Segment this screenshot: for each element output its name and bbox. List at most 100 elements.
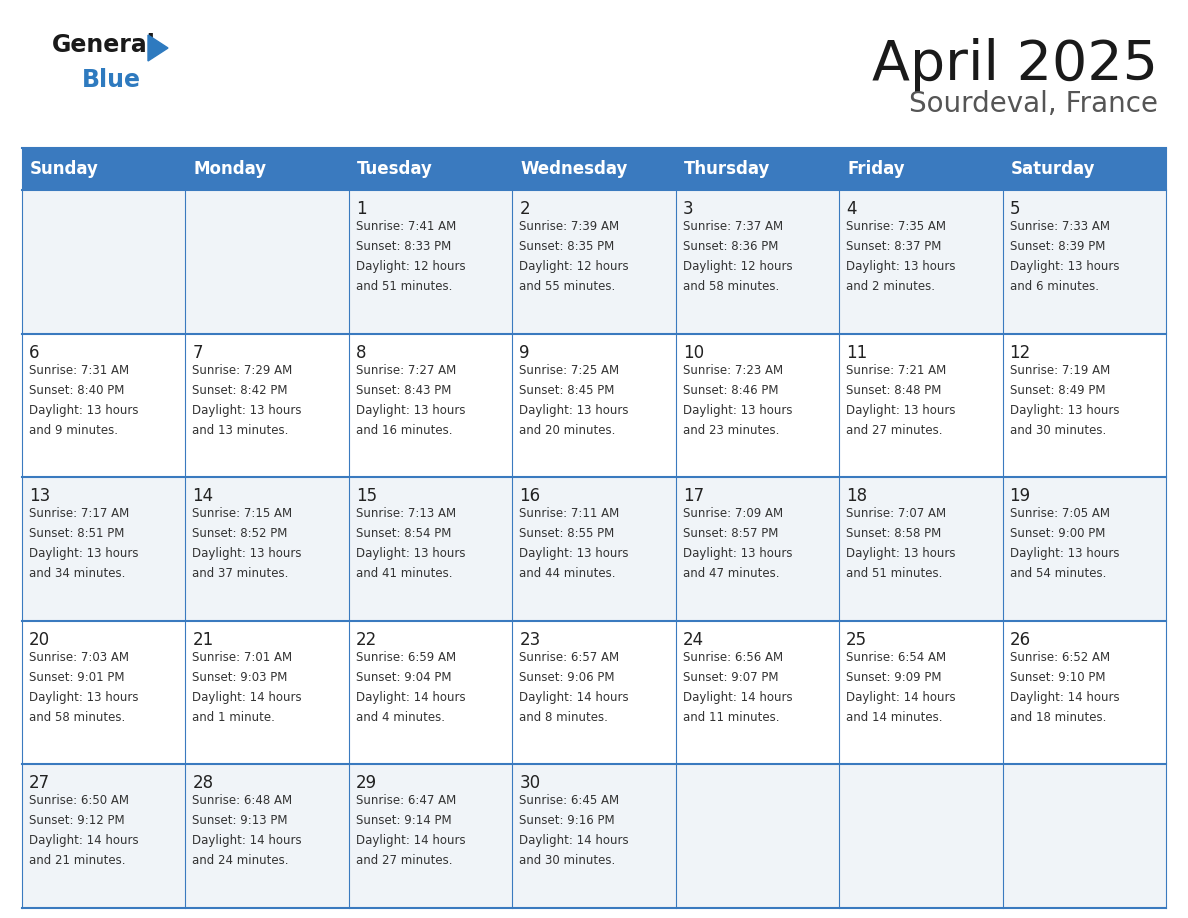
Text: Daylight: 13 hours: Daylight: 13 hours bbox=[192, 404, 302, 417]
Bar bbox=[185, 765, 349, 908]
Text: 28: 28 bbox=[192, 775, 214, 792]
Text: Sunrise: 7:21 AM: Sunrise: 7:21 AM bbox=[846, 364, 947, 376]
Text: and 8 minutes.: and 8 minutes. bbox=[519, 711, 608, 723]
Bar bbox=[839, 765, 1003, 908]
Text: Sunrise: 7:33 AM: Sunrise: 7:33 AM bbox=[1010, 220, 1110, 233]
Text: 27: 27 bbox=[29, 775, 50, 792]
Text: Daylight: 13 hours: Daylight: 13 hours bbox=[519, 547, 628, 560]
Text: 26: 26 bbox=[1010, 631, 1031, 649]
Bar bbox=[676, 190, 839, 333]
Text: Sunrise: 6:47 AM: Sunrise: 6:47 AM bbox=[356, 794, 456, 808]
Text: 14: 14 bbox=[192, 487, 214, 505]
Text: Sunset: 9:03 PM: Sunset: 9:03 PM bbox=[192, 671, 287, 684]
Text: Sunrise: 6:50 AM: Sunrise: 6:50 AM bbox=[29, 794, 129, 808]
Text: Sunrise: 7:03 AM: Sunrise: 7:03 AM bbox=[29, 651, 129, 664]
Text: 18: 18 bbox=[846, 487, 867, 505]
Text: and 41 minutes.: and 41 minutes. bbox=[356, 567, 453, 580]
Bar bbox=[839, 333, 1003, 477]
Text: and 55 minutes.: and 55 minutes. bbox=[519, 280, 615, 293]
Bar bbox=[512, 621, 676, 765]
Text: Daylight: 13 hours: Daylight: 13 hours bbox=[29, 547, 139, 560]
Bar bbox=[676, 333, 839, 477]
Text: and 51 minutes.: and 51 minutes. bbox=[356, 280, 453, 293]
Bar bbox=[512, 148, 676, 190]
Text: Daylight: 13 hours: Daylight: 13 hours bbox=[29, 691, 139, 704]
Text: Daylight: 13 hours: Daylight: 13 hours bbox=[356, 404, 466, 417]
Bar bbox=[185, 190, 349, 333]
Text: 21: 21 bbox=[192, 631, 214, 649]
Text: Daylight: 13 hours: Daylight: 13 hours bbox=[683, 547, 792, 560]
Text: and 23 minutes.: and 23 minutes. bbox=[683, 423, 779, 437]
Bar bbox=[349, 148, 512, 190]
Bar bbox=[1003, 621, 1165, 765]
Text: Sunset: 8:36 PM: Sunset: 8:36 PM bbox=[683, 240, 778, 253]
Text: and 9 minutes.: and 9 minutes. bbox=[29, 423, 118, 437]
Text: 4: 4 bbox=[846, 200, 857, 218]
Bar bbox=[512, 477, 676, 621]
Text: Sunset: 8:48 PM: Sunset: 8:48 PM bbox=[846, 384, 942, 397]
Bar bbox=[349, 190, 512, 333]
Text: Daylight: 14 hours: Daylight: 14 hours bbox=[683, 691, 792, 704]
Bar bbox=[349, 765, 512, 908]
Text: Sunrise: 6:54 AM: Sunrise: 6:54 AM bbox=[846, 651, 947, 664]
Text: 19: 19 bbox=[1010, 487, 1031, 505]
Text: and 27 minutes.: and 27 minutes. bbox=[356, 855, 453, 868]
Text: and 37 minutes.: and 37 minutes. bbox=[192, 567, 289, 580]
Text: Daylight: 13 hours: Daylight: 13 hours bbox=[846, 260, 955, 273]
Text: Daylight: 14 hours: Daylight: 14 hours bbox=[1010, 691, 1119, 704]
Text: 20: 20 bbox=[29, 631, 50, 649]
Text: and 4 minutes.: and 4 minutes. bbox=[356, 711, 444, 723]
Text: Sunset: 8:45 PM: Sunset: 8:45 PM bbox=[519, 384, 614, 397]
Text: Sunrise: 6:59 AM: Sunrise: 6:59 AM bbox=[356, 651, 456, 664]
Text: Sunrise: 7:01 AM: Sunrise: 7:01 AM bbox=[192, 651, 292, 664]
Text: 11: 11 bbox=[846, 343, 867, 362]
Text: Sunrise: 7:17 AM: Sunrise: 7:17 AM bbox=[29, 508, 129, 521]
Text: and 18 minutes.: and 18 minutes. bbox=[1010, 711, 1106, 723]
Text: Saturday: Saturday bbox=[1011, 160, 1095, 178]
Text: 5: 5 bbox=[1010, 200, 1020, 218]
Text: Sunday: Sunday bbox=[30, 160, 99, 178]
Text: Daylight: 14 hours: Daylight: 14 hours bbox=[192, 691, 302, 704]
Text: Daylight: 13 hours: Daylight: 13 hours bbox=[519, 404, 628, 417]
Text: 22: 22 bbox=[356, 631, 377, 649]
Text: and 16 minutes.: and 16 minutes. bbox=[356, 423, 453, 437]
Text: Sunrise: 7:39 AM: Sunrise: 7:39 AM bbox=[519, 220, 619, 233]
Text: Daylight: 12 hours: Daylight: 12 hours bbox=[683, 260, 792, 273]
Text: 7: 7 bbox=[192, 343, 203, 362]
Text: Sunrise: 7:35 AM: Sunrise: 7:35 AM bbox=[846, 220, 946, 233]
Bar bbox=[349, 333, 512, 477]
Bar bbox=[1003, 765, 1165, 908]
Text: and 6 minutes.: and 6 minutes. bbox=[1010, 280, 1099, 293]
Bar bbox=[512, 333, 676, 477]
Polygon shape bbox=[148, 35, 168, 61]
Bar bbox=[676, 148, 839, 190]
Bar bbox=[1003, 477, 1165, 621]
Text: Sunset: 8:58 PM: Sunset: 8:58 PM bbox=[846, 527, 941, 540]
Text: Sunrise: 7:31 AM: Sunrise: 7:31 AM bbox=[29, 364, 129, 376]
Text: General: General bbox=[52, 33, 156, 57]
Bar bbox=[676, 477, 839, 621]
Text: Sunset: 9:04 PM: Sunset: 9:04 PM bbox=[356, 671, 451, 684]
Text: Sunrise: 7:09 AM: Sunrise: 7:09 AM bbox=[683, 508, 783, 521]
Text: Daylight: 13 hours: Daylight: 13 hours bbox=[846, 404, 955, 417]
Text: Sunset: 8:37 PM: Sunset: 8:37 PM bbox=[846, 240, 942, 253]
Text: Sunrise: 6:56 AM: Sunrise: 6:56 AM bbox=[683, 651, 783, 664]
Text: and 20 minutes.: and 20 minutes. bbox=[519, 423, 615, 437]
Text: Wednesday: Wednesday bbox=[520, 160, 627, 178]
Bar bbox=[185, 333, 349, 477]
Text: Daylight: 13 hours: Daylight: 13 hours bbox=[683, 404, 792, 417]
Bar bbox=[1003, 333, 1165, 477]
Text: and 58 minutes.: and 58 minutes. bbox=[683, 280, 779, 293]
Text: Sunset: 8:39 PM: Sunset: 8:39 PM bbox=[1010, 240, 1105, 253]
Text: Daylight: 14 hours: Daylight: 14 hours bbox=[519, 834, 628, 847]
Bar bbox=[1003, 148, 1165, 190]
Text: Sunrise: 7:37 AM: Sunrise: 7:37 AM bbox=[683, 220, 783, 233]
Text: 12: 12 bbox=[1010, 343, 1031, 362]
Text: Daylight: 12 hours: Daylight: 12 hours bbox=[519, 260, 628, 273]
Text: Sunset: 8:51 PM: Sunset: 8:51 PM bbox=[29, 527, 125, 540]
Text: Daylight: 13 hours: Daylight: 13 hours bbox=[1010, 404, 1119, 417]
Text: Sunset: 9:01 PM: Sunset: 9:01 PM bbox=[29, 671, 125, 684]
Text: Daylight: 14 hours: Daylight: 14 hours bbox=[192, 834, 302, 847]
Text: and 54 minutes.: and 54 minutes. bbox=[1010, 567, 1106, 580]
Bar bbox=[23, 190, 185, 333]
